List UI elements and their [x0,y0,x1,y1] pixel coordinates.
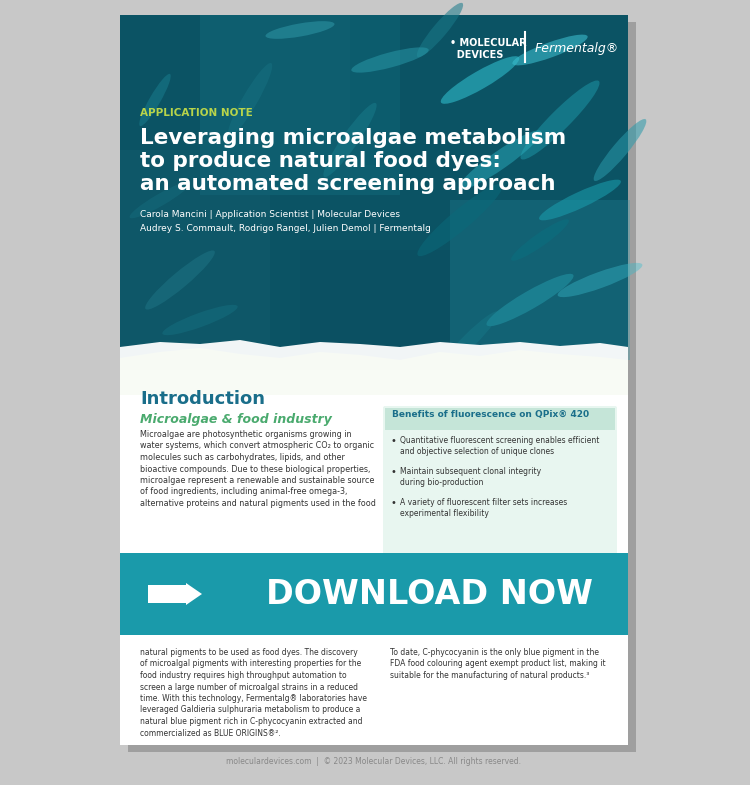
Text: Fermentalg®: Fermentalg® [535,42,620,55]
Text: commercialized as BLUE ORIGINS®².: commercialized as BLUE ORIGINS®². [140,728,280,737]
Ellipse shape [351,47,429,73]
Ellipse shape [266,21,334,38]
Text: Quantitative fluorescent screening enables efficient: Quantitative fluorescent screening enabl… [400,436,599,445]
Text: FDA food colouring agent exempt product list, making it: FDA food colouring agent exempt product … [390,659,606,669]
Text: bioactive compounds. Due to these biological properties,: bioactive compounds. Due to these biolog… [140,465,370,473]
Ellipse shape [512,35,588,65]
Ellipse shape [520,81,599,159]
Text: Maintain subsequent clonal integrity: Maintain subsequent clonal integrity [400,467,542,476]
Ellipse shape [441,312,499,369]
Text: •: • [390,467,396,477]
Ellipse shape [511,219,569,261]
Bar [128,22,636,752]
Text: • MOLECULAR
  DEVICES: • MOLECULAR DEVICES [450,38,526,60]
Text: microalgae represent a renewable and sustainable source: microalgae represent a renewable and sus… [140,476,374,485]
Bar [200,15,400,195]
Bar [120,553,628,635]
Ellipse shape [539,180,621,221]
Bar [120,150,270,350]
Bar [300,250,450,370]
Text: to produce natural food dyes:: to produce natural food dyes: [140,151,501,171]
Bar [120,15,628,370]
Bar [350,15,550,165]
Text: A variety of fluorescent filter sets increases: A variety of fluorescent filter sets inc… [400,498,567,507]
FancyBboxPatch shape [383,406,617,558]
Text: natural blue pigment rich in C-phycocyanin extracted and: natural blue pigment rich in C-phycocyan… [140,717,362,726]
Ellipse shape [594,119,646,181]
Polygon shape [120,348,628,395]
Text: •: • [390,498,396,508]
Text: suitable for the manufacturing of natural products.³: suitable for the manufacturing of natura… [390,671,590,680]
Text: moleculardevices.com  |  © 2023 Molecular Devices, LLC. All rights reserved.: moleculardevices.com | © 2023 Molecular … [226,757,521,766]
Bar [450,200,630,360]
Bar [120,378,628,745]
Text: time. With this technology, Fermentalg® laboratories have: time. With this technology, Fermentalg® … [140,694,367,703]
Text: Audrey S. Commault, Rodrigo Rangel, Julien Demol | Fermentalg: Audrey S. Commault, Rodrigo Rangel, Juli… [140,224,430,233]
Text: food industry requires high throughput automation to: food industry requires high throughput a… [140,671,346,680]
Ellipse shape [558,263,642,298]
Ellipse shape [130,182,190,218]
Text: •: • [390,436,396,446]
Ellipse shape [417,3,464,57]
Ellipse shape [487,274,574,327]
Text: and objective selection of unique clones: and objective selection of unique clones [400,447,554,456]
Text: an automated screening approach: an automated screening approach [140,174,556,194]
Text: Introduction: Introduction [140,390,265,408]
Text: Carola Mancini | Application Scientist | Molecular Devices: Carola Mancini | Application Scientist |… [140,210,400,219]
Text: APPLICATION NOTE: APPLICATION NOTE [140,108,253,118]
Text: molecules such as carbohydrates, lipids, and other: molecules such as carbohydrates, lipids,… [140,453,345,462]
Text: alternative proteins and natural pigments used in the food: alternative proteins and natural pigment… [140,499,376,508]
Ellipse shape [441,57,519,104]
Bar [120,15,628,745]
Bar [120,15,628,370]
Text: water systems, which convert atmospheric CO₂ to organic: water systems, which convert atmospheric… [140,441,374,451]
Text: Benefits of fluorescence on QPix® 420: Benefits of fluorescence on QPix® 420 [392,410,590,419]
Text: of microalgal pigments with interesting properties for the: of microalgal pigments with interesting … [140,659,362,669]
Ellipse shape [418,184,503,256]
Text: during bio-production: during bio-production [400,478,483,487]
Text: of food ingredients, including animal-free omega-3,: of food ingredients, including animal-fr… [140,487,347,496]
Text: Leveraging microalgae metabolism: Leveraging microalgae metabolism [140,128,566,148]
Ellipse shape [162,305,238,335]
Ellipse shape [228,63,272,137]
Text: leveraged Galdieria sulphuraria metabolism to produce a: leveraged Galdieria sulphuraria metaboli… [140,706,360,714]
Text: experimental flexibility: experimental flexibility [400,509,489,518]
Ellipse shape [146,250,214,309]
Ellipse shape [140,74,171,126]
Text: Microalgae & food industry: Microalgae & food industry [140,413,332,426]
Text: natural pigments to be used as food dyes. The discovery: natural pigments to be used as food dyes… [140,648,358,657]
Bar [385,408,615,430]
Text: To date, C-phycocyanin is the only blue pigment in the: To date, C-phycocyanin is the only blue … [390,648,599,657]
Ellipse shape [323,103,376,177]
Text: DOWNLOAD NOW: DOWNLOAD NOW [266,578,593,611]
FancyArrow shape [148,583,202,605]
Text: Microalgae are photosynthetic organisms growing in: Microalgae are photosynthetic organisms … [140,430,352,439]
Polygon shape [120,340,628,395]
Text: screen a large number of microalgal strains in a reduced: screen a large number of microalgal stra… [140,682,358,692]
Ellipse shape [459,130,542,190]
